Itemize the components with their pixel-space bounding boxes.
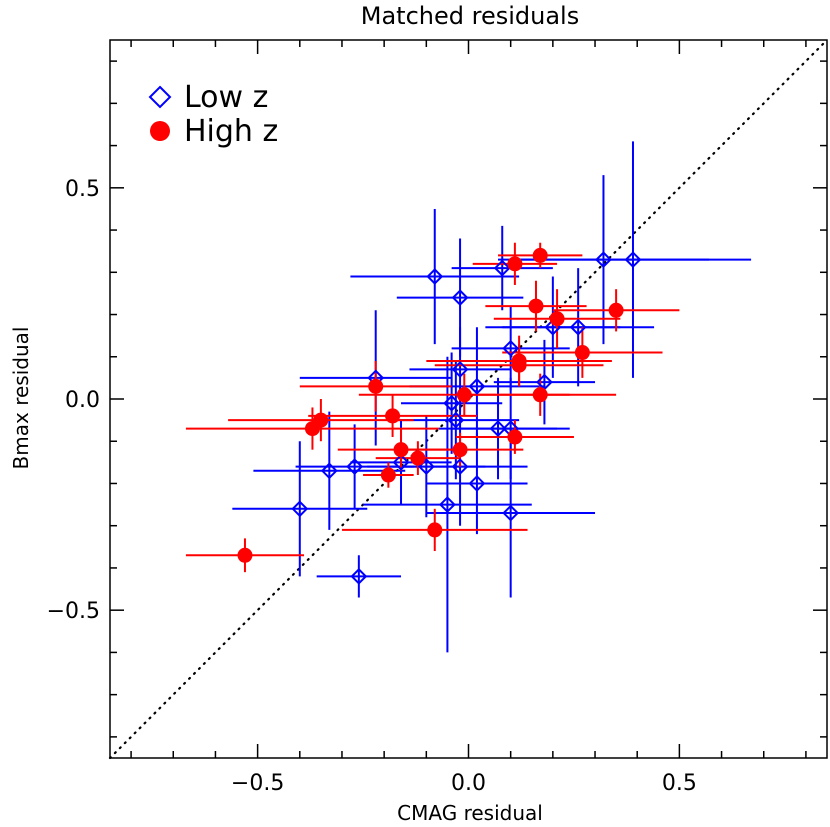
- chart-title: Matched residuals: [361, 2, 579, 30]
- reference-line-layer: [108, 38, 829, 760]
- data-point-low-z: [426, 268, 444, 285]
- data-point-high-z: [410, 450, 426, 466]
- legend-label-high-z: High z: [184, 114, 278, 149]
- data-point-high-z: [456, 387, 472, 403]
- data-point-low-z: [438, 496, 456, 514]
- data-point-high-z: [393, 442, 409, 458]
- data-point-low-z: [350, 567, 368, 585]
- y-axis-label: Bmax residual: [9, 327, 33, 470]
- data-point-high-z: [528, 298, 544, 314]
- data-point-high-z: [380, 467, 396, 483]
- data-point-high-z: [608, 302, 624, 318]
- x-tick-label: 0.0: [451, 771, 486, 796]
- data-point-high-z: [452, 442, 468, 458]
- x-tick-label: −0.5: [231, 771, 284, 796]
- data-point-low-z: [346, 458, 364, 475]
- data-point-high-z: [549, 311, 565, 327]
- data-point-low-z: [451, 458, 469, 475]
- data-point-high-z: [511, 357, 527, 373]
- legend-marker-low-z: [148, 85, 172, 109]
- data-point-high-z: [532, 387, 548, 403]
- data-point-low-z: [595, 251, 612, 269]
- data-point-low-z: [447, 411, 465, 429]
- data-point-low-z: [443, 394, 461, 412]
- data-point-low-z: [502, 504, 520, 522]
- axis-ticks: −0.5 0.0 0.5 −0.5 0.0 0.5: [47, 40, 827, 796]
- data-point-high-z: [574, 345, 590, 361]
- legend-label-low-z: Low z: [184, 80, 268, 115]
- data-markers: [237, 247, 642, 585]
- data-point-high-z: [532, 247, 548, 263]
- data-point-high-z: [237, 547, 253, 563]
- data-point-high-z: [507, 256, 523, 272]
- legend-marker-high-z: [150, 121, 170, 141]
- data-point-low-z: [392, 453, 410, 471]
- data-point-high-z: [507, 429, 523, 445]
- identity-line: [108, 38, 829, 760]
- data-point-low-z: [493, 259, 511, 277]
- data-point-low-z: [468, 475, 486, 492]
- data-point-low-z: [624, 251, 642, 269]
- y-tick-label: 0.5: [65, 177, 100, 202]
- legend: Low z High z: [148, 80, 278, 149]
- data-point-low-z: [320, 462, 338, 480]
- x-tick-label: 0.5: [662, 771, 697, 796]
- y-tick-label: −0.5: [47, 599, 100, 624]
- data-point-high-z: [427, 522, 443, 538]
- x-axis-label: CMAG residual: [397, 801, 543, 825]
- data-point-low-z: [451, 289, 469, 307]
- data-point-low-z: [451, 361, 469, 378]
- data-point-high-z: [368, 378, 384, 394]
- data-point-low-z: [502, 339, 520, 357]
- data-point-low-z: [291, 500, 309, 518]
- data-point-low-z: [468, 377, 486, 395]
- data-point-high-z: [385, 408, 401, 424]
- data-point-low-z: [569, 318, 587, 336]
- y-tick-label: 0.0: [65, 388, 100, 413]
- data-point-high-z: [304, 421, 320, 437]
- data-point-low-z: [489, 420, 507, 437]
